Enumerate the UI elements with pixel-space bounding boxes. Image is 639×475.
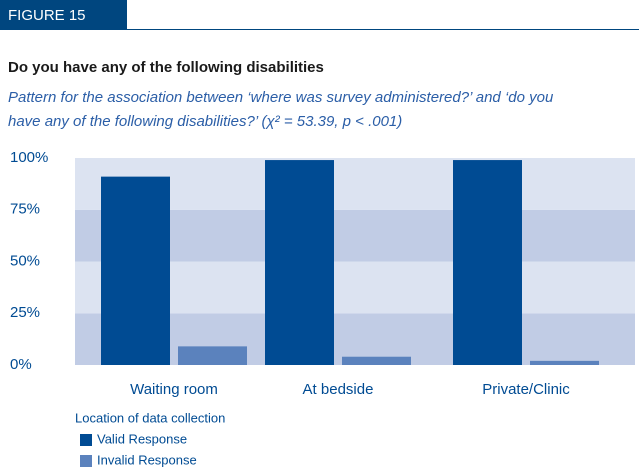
x-tick-label: Private/Clinic xyxy=(482,381,570,398)
legend-label: Valid Response xyxy=(97,431,187,446)
bar xyxy=(530,360,599,365)
x-tick-label: At bedside xyxy=(303,381,374,398)
figure-label-box xyxy=(0,0,127,30)
x-tick-label: Waiting room xyxy=(130,381,218,398)
y-tick-label: 75% xyxy=(10,201,40,218)
bar xyxy=(265,160,334,365)
x-axis-label: Location of data collection xyxy=(75,410,225,425)
bar xyxy=(101,176,170,365)
chart-subtitle: Pattern for the association between ‘whe… xyxy=(8,89,554,106)
bar xyxy=(342,356,411,365)
chart-title: Do you have any of the following disabil… xyxy=(8,59,324,76)
y-tick-label: 100% xyxy=(10,149,48,166)
bar xyxy=(178,346,247,365)
legend-swatch xyxy=(80,455,92,467)
y-tick-label: 0% xyxy=(10,356,32,373)
legend-label: Invalid Response xyxy=(97,452,197,467)
y-tick-label: 50% xyxy=(10,252,40,269)
bar xyxy=(453,160,522,365)
y-tick-label: 25% xyxy=(10,304,40,321)
chart-subtitle: have any of the following disabilities?’… xyxy=(8,113,402,130)
legend-swatch xyxy=(80,434,92,446)
figure-label: FIGURE 15 xyxy=(8,7,86,24)
